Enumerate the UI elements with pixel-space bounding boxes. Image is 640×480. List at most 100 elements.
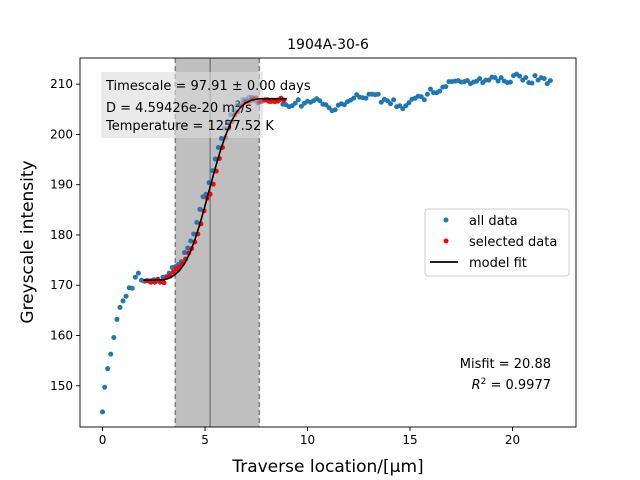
all-data-point [363, 95, 369, 101]
legend-marker-selected-data [443, 238, 449, 244]
all-data-point [427, 86, 433, 92]
all-data-point [437, 88, 443, 94]
all-data-point [240, 97, 246, 103]
legend: all data selected data model fit [424, 208, 570, 277]
all-data-point [421, 97, 427, 103]
all-data-point [464, 78, 470, 84]
all-data-point [246, 94, 252, 100]
y-tick-label: 170 [50, 278, 73, 292]
all-data-point [135, 270, 141, 276]
all-data-point [298, 103, 304, 109]
all-data-point [541, 76, 547, 82]
all-data-point [323, 102, 329, 108]
all-data-point [105, 366, 111, 372]
all-data-point [532, 73, 538, 79]
all-data-point [129, 285, 135, 291]
all-data-point [391, 97, 397, 103]
all-data-point [249, 94, 255, 100]
legend-label-selected-data: selected data [469, 235, 557, 250]
all-data-point [495, 78, 501, 84]
timescale-label: Timescale = 97.91 ± 0.00 days [105, 79, 311, 94]
all-data-point [326, 105, 332, 111]
all-data-point [117, 304, 123, 310]
all-data-point [212, 156, 218, 162]
all-data-point [182, 250, 188, 256]
legend-marker-all-data [443, 217, 449, 223]
all-data-point [231, 107, 237, 113]
all-data-point [492, 75, 498, 81]
data-layer [100, 71, 553, 415]
all-data-point [498, 75, 504, 81]
plot-frame [79, 57, 577, 428]
all-data-point [317, 98, 323, 104]
y-tick-label: 180 [50, 228, 73, 242]
y-tick-label: 200 [50, 127, 73, 141]
x-axis-label: Traverse location/[μm] [231, 457, 423, 477]
x-tick-label: 0 [99, 433, 107, 447]
x-tick-label: 5 [201, 433, 209, 447]
all-data-point [403, 103, 409, 109]
all-data-point [397, 103, 403, 109]
all-data-point [108, 351, 114, 357]
all-data-point [218, 135, 224, 141]
all-data-point [237, 101, 243, 107]
all-data-point [443, 84, 449, 90]
model-fit-line [143, 97, 288, 282]
all-data-point [255, 100, 261, 106]
misfit-label: Misfit = 20.88 [460, 357, 551, 372]
y-tick-label: 210 [50, 77, 73, 91]
x-tick-label: 15 [402, 433, 417, 447]
all-data-point [215, 144, 221, 150]
selected-data-point [275, 98, 281, 104]
y-axis-label: Greyscale intensity [18, 160, 38, 323]
all-data-point [384, 98, 390, 104]
all-data-point [292, 100, 298, 106]
y-tick-label: 150 [50, 379, 73, 393]
all-data-point [544, 81, 550, 87]
all-data-point [424, 91, 430, 97]
all-data-point [100, 409, 106, 415]
all-data-point [243, 97, 249, 103]
selected-data-point [170, 269, 176, 275]
fit-statistics: Misfit = 20.88 R2 = 0.9977 [460, 357, 551, 393]
x-tick-label: 10 [300, 433, 315, 447]
all-data-point [197, 206, 203, 212]
y-tick-label: 190 [50, 178, 73, 192]
all-data-point [378, 99, 384, 105]
all-data-point [406, 100, 412, 106]
r-squared-label: R2 = 0.9977 [472, 377, 551, 393]
selected-data-point [256, 99, 262, 105]
all-data-point [388, 101, 394, 107]
all-data-point [222, 125, 227, 131]
legend-label-all-data: all data [469, 214, 518, 229]
all-data-point [191, 231, 197, 237]
legend-box [424, 208, 570, 277]
all-data-point [120, 298, 126, 304]
all-data-point [295, 97, 301, 103]
all-data-point [132, 274, 138, 280]
all-data-point [234, 102, 240, 108]
all-data-point [341, 102, 347, 108]
all-data-point [400, 106, 406, 112]
chart-title: 1904A-30-6 [287, 37, 369, 53]
all-data-point [332, 107, 338, 113]
all-data-point [194, 219, 200, 225]
all-data-point [123, 293, 129, 299]
diffusivity-label: D = 4.59426e-20 m2/s [106, 100, 252, 116]
x-tick-label: 20 [505, 433, 520, 447]
all-data-point [529, 80, 535, 86]
fit-parameters-background [101, 72, 263, 138]
all-data-point [418, 94, 424, 100]
all-data-point [225, 118, 231, 124]
all-data-point [375, 91, 381, 97]
fit-parameters-box: Timescale = 97.91 ± 0.00 days D = 4.5942… [101, 72, 311, 138]
all-data-point [507, 79, 513, 85]
all-data-point [351, 95, 357, 101]
all-data-point [477, 76, 483, 82]
all-data-point [114, 316, 120, 322]
all-data-point [486, 77, 492, 83]
all-data-point [547, 78, 553, 84]
y-tick-label: 160 [50, 329, 73, 343]
all-data-point [517, 73, 523, 79]
